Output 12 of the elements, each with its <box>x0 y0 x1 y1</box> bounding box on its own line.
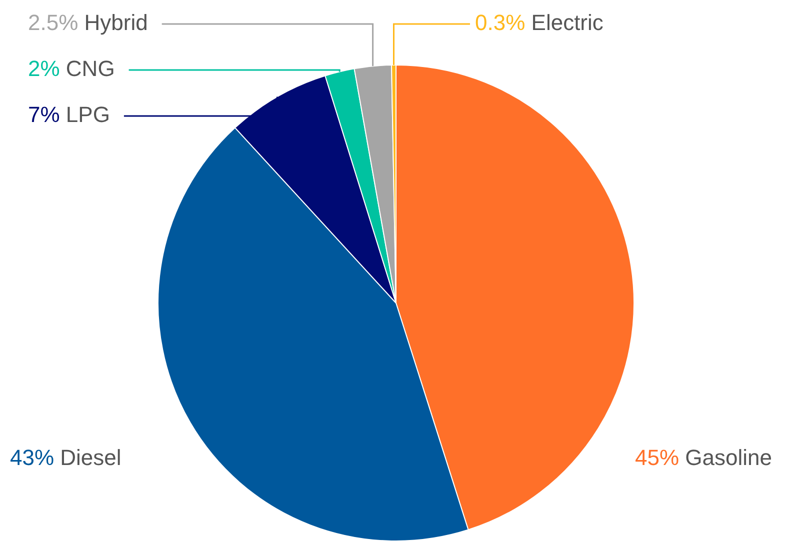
data-label: 2.5% <box>28 10 84 35</box>
data-label: 45% <box>635 444 686 470</box>
slice-label: LPG <box>66 102 110 127</box>
data-label: 43% <box>10 444 60 470</box>
slice-label: Gasoline <box>685 444 772 470</box>
slice-label: Hybrid <box>84 10 148 35</box>
data-label: 2% <box>28 56 66 81</box>
data-label: 0.3% <box>475 10 532 35</box>
slice-label: CNG <box>66 56 115 81</box>
slice-label: Electric <box>531 10 604 35</box>
data-label: 7% <box>28 102 66 127</box>
slice-label: Diesel <box>60 444 122 470</box>
